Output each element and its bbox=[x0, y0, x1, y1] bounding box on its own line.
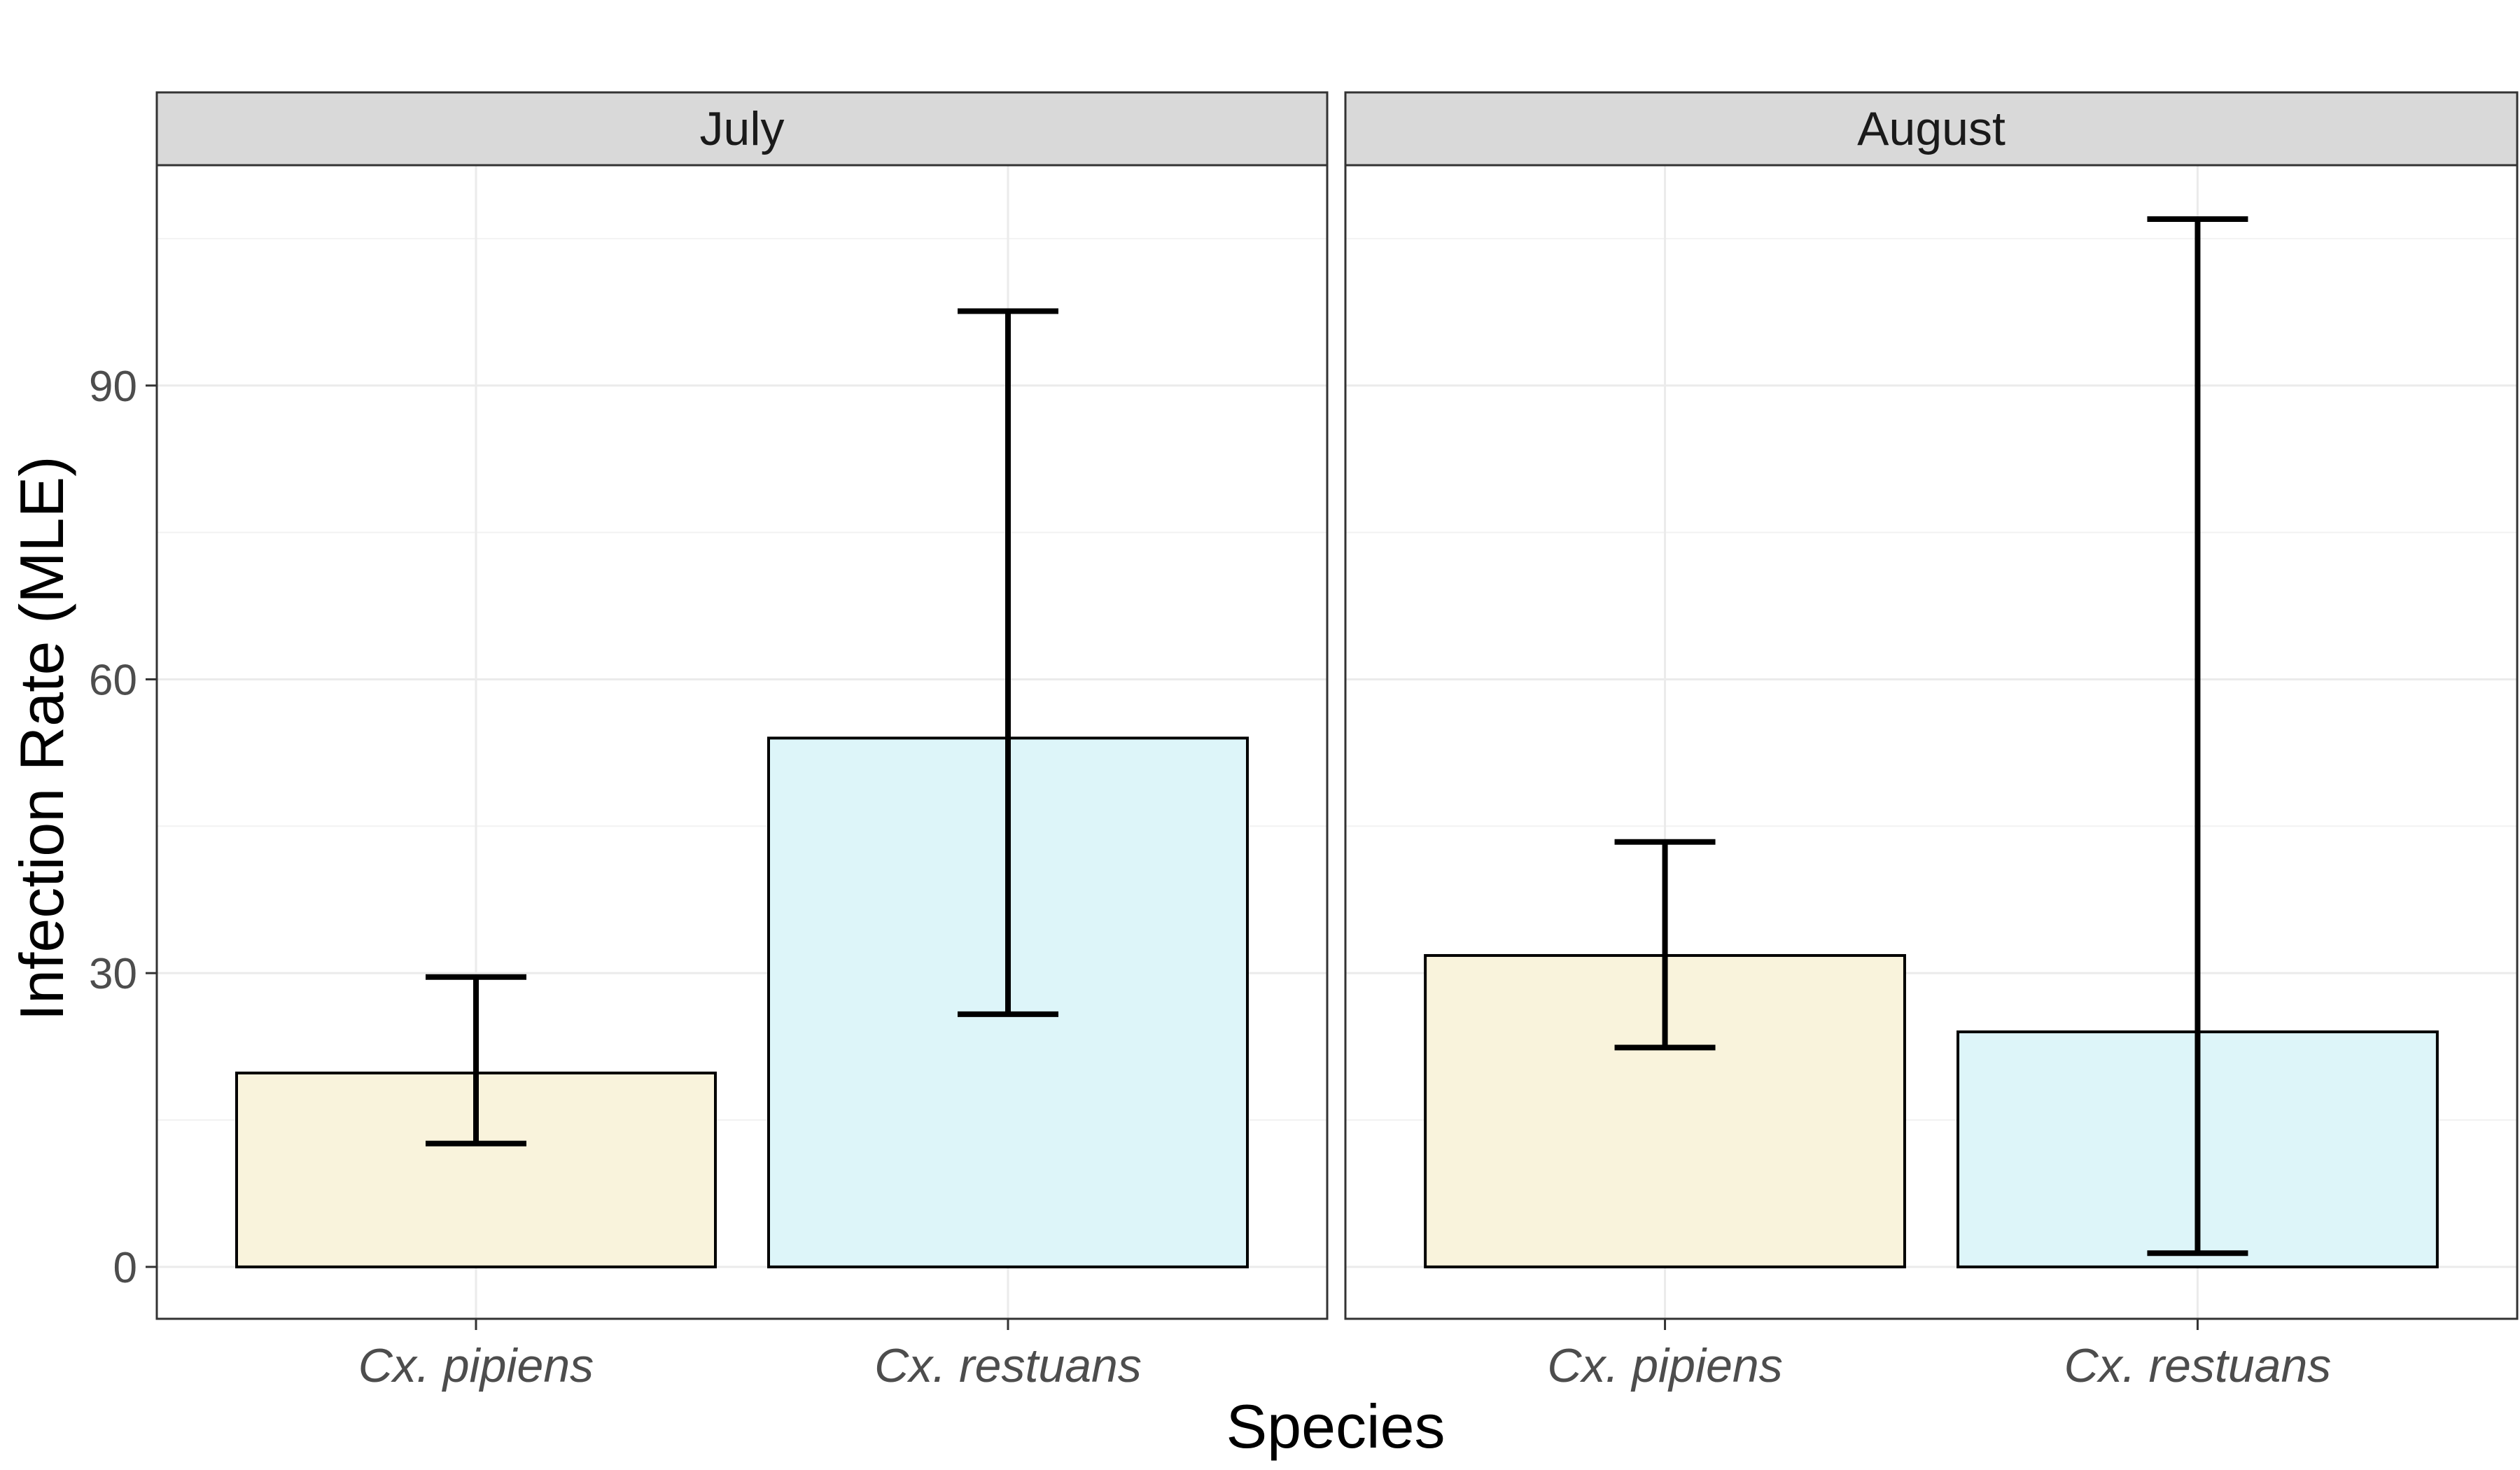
facet-strip-label: August bbox=[1857, 102, 2005, 155]
x-tick-label: Cx. pipiens bbox=[1547, 1339, 1782, 1392]
y-tick-label: 90 bbox=[89, 363, 137, 411]
x-axis-title: Species bbox=[1226, 1392, 1445, 1461]
y-tick-label: 60 bbox=[89, 656, 137, 704]
panel-august: August Cx. pipiens Cx. restuans bbox=[1344, 91, 2519, 1392]
error-bar bbox=[958, 308, 1058, 1017]
x-tick-label: Cx. restuans bbox=[2064, 1339, 2332, 1392]
y-tick-label: 30 bbox=[89, 950, 137, 998]
error-bar bbox=[426, 974, 526, 1147]
error-bar bbox=[1614, 839, 1716, 1051]
y-axis-title: Infection Rate (MLE) bbox=[7, 456, 76, 1021]
panel-july: July Cx. pipiens Cx. restuans bbox=[155, 91, 1329, 1392]
x-tick-label: Cx. pipiens bbox=[358, 1339, 594, 1392]
panels-layer: July Cx. pipiens Cx. restuans August Cx. pip… bbox=[155, 91, 2519, 1392]
error-bar bbox=[2147, 216, 2248, 1256]
x-tick-label: Cx. restuans bbox=[874, 1339, 1142, 1392]
y-tick-label: 0 bbox=[113, 1244, 137, 1292]
y-axis: 0 30 60 90 bbox=[89, 363, 157, 1292]
facet-strip-label: July bbox=[700, 102, 785, 155]
facet-strip bbox=[155, 91, 1329, 167]
facet-strip bbox=[1344, 91, 2519, 167]
